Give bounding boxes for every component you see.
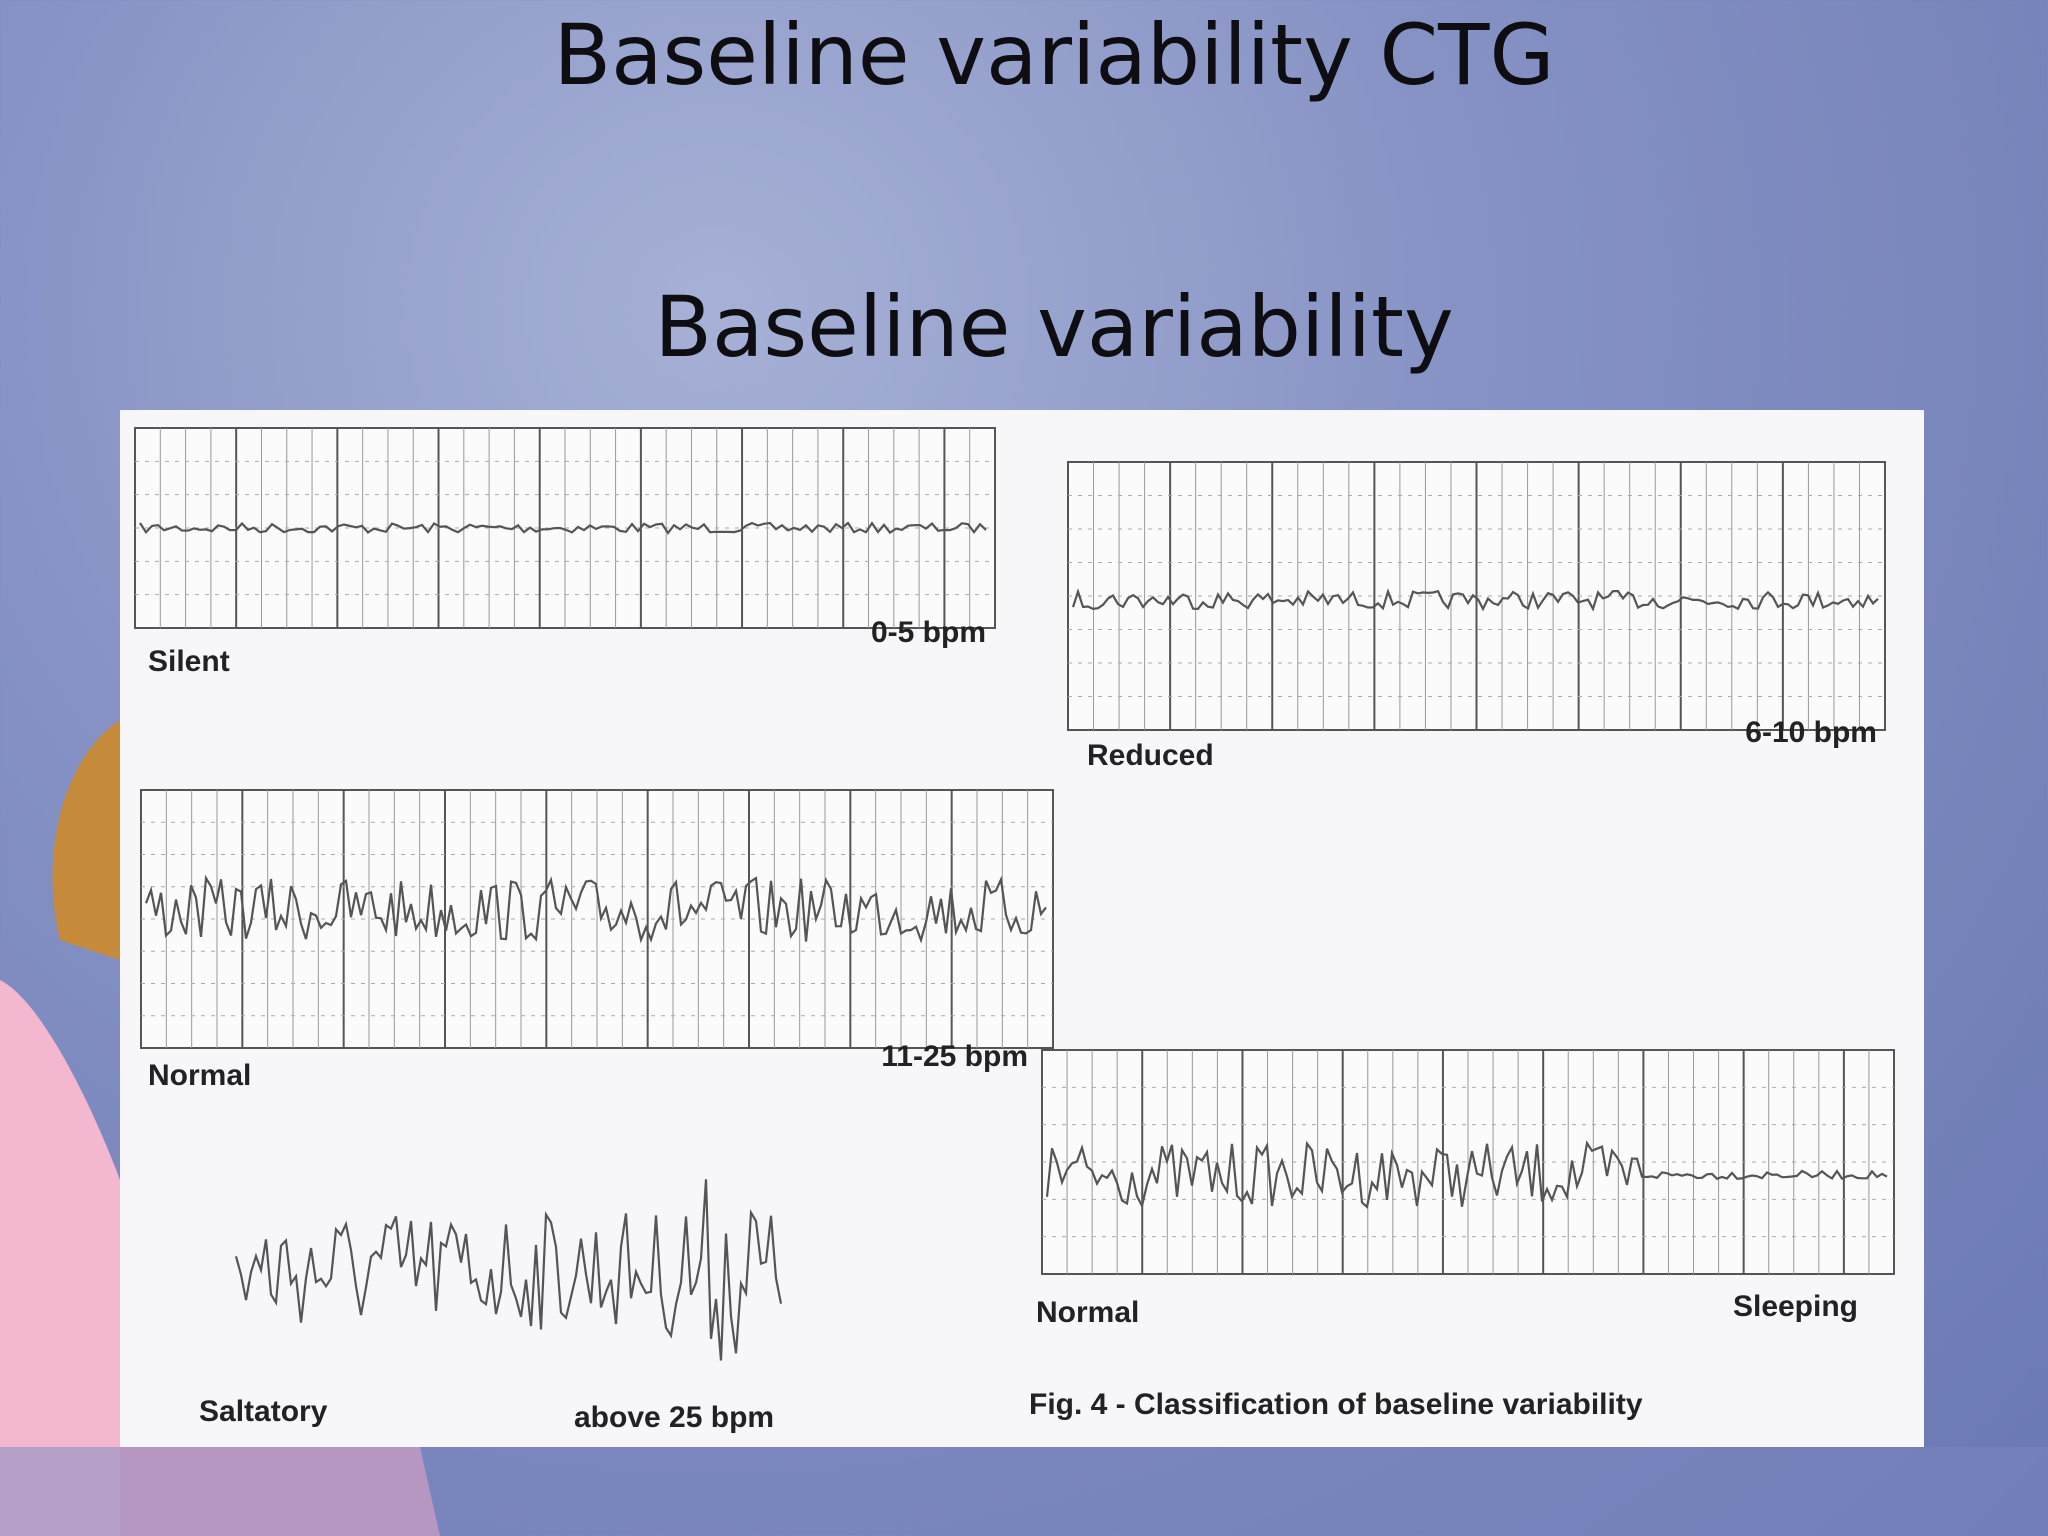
title: Baseline variability CTG [553,6,1555,104]
footer-band [0,1447,2048,1536]
trace-line [1045,1140,1888,1209]
trace-line [144,874,1047,944]
panel-name: Silent [148,645,230,678]
caption: Fig. 4 - Classification of baseline vari… [1029,1388,1643,1421]
panel-range: 0-5 bpm [870,616,986,649]
panel-range: 11-25 bpm [881,1040,1028,1073]
subtitle: Baseline variability [654,278,1454,376]
panel-name: Normal [1036,1296,1140,1329]
trace-line [234,1179,783,1361]
panel-name: Normal [148,1059,252,1092]
panel-range: 6-10 bpm [1745,716,1877,749]
figure-body [0,980,120,1536]
trace-line [1071,588,1879,612]
panel-range: above 25 bpm [574,1401,775,1434]
trace-line [139,521,987,535]
panel-name: Reduced [1087,739,1214,772]
figure-hair [52,720,120,960]
panel-range: Sleeping [1732,1290,1858,1323]
panel-name: Saltatory [199,1395,328,1428]
